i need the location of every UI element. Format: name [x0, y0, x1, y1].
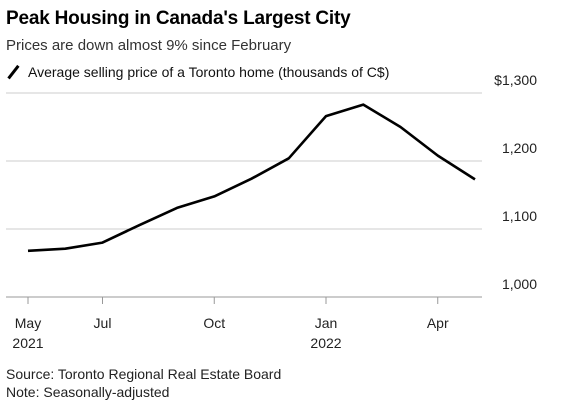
data-point: [101, 241, 104, 244]
data-point: [64, 247, 67, 250]
source-note: Source: Toronto Regional Real Estate Boa…: [6, 366, 282, 382]
x-tick-label: Oct: [203, 315, 225, 331]
series-line-toronto-price: [27, 103, 476, 253]
footnote: Note: Seasonally-adjusted: [6, 384, 170, 400]
data-point: [27, 249, 30, 252]
grid-layer: [6, 92, 482, 298]
x-axis: May 2021 Jul Oct Jan 2022 Apr: [12, 297, 449, 351]
x-tick-label: Jul: [94, 315, 112, 331]
x-tick-label: May: [15, 315, 41, 331]
data-point: [287, 157, 290, 160]
y-tick-label: 1,200: [502, 140, 537, 156]
y-tick-label: $1,300: [494, 72, 537, 88]
data-point: [138, 224, 141, 227]
data-point: [325, 115, 328, 118]
data-point: [474, 178, 477, 181]
y-tick-label: 1,100: [502, 208, 537, 224]
data-point: [362, 103, 365, 106]
chart-legend: Average selling price of a Toronto home …: [6, 64, 389, 80]
chart-title: Peak Housing in Canada's Largest City: [6, 8, 351, 29]
series-layer: [27, 103, 477, 253]
x-tick-year-label: 2021: [12, 335, 43, 351]
data-point: [176, 207, 179, 210]
y-tick-label: 1,000: [502, 276, 537, 292]
x-tick-year-label: 2022: [310, 335, 341, 351]
chart-subtitle: Prices are down almost 9% since February: [6, 37, 292, 54]
legend-label: Average selling price of a Toronto home …: [28, 64, 390, 80]
y-axis-labels: 1,000 1,100 1,200 $1,300: [494, 72, 537, 292]
data-point: [250, 177, 253, 180]
x-tick-label: Apr: [427, 315, 449, 331]
x-tick-label: Jan: [315, 315, 338, 331]
data-point: [399, 126, 402, 129]
data-point: [213, 195, 216, 198]
data-point: [436, 154, 439, 157]
